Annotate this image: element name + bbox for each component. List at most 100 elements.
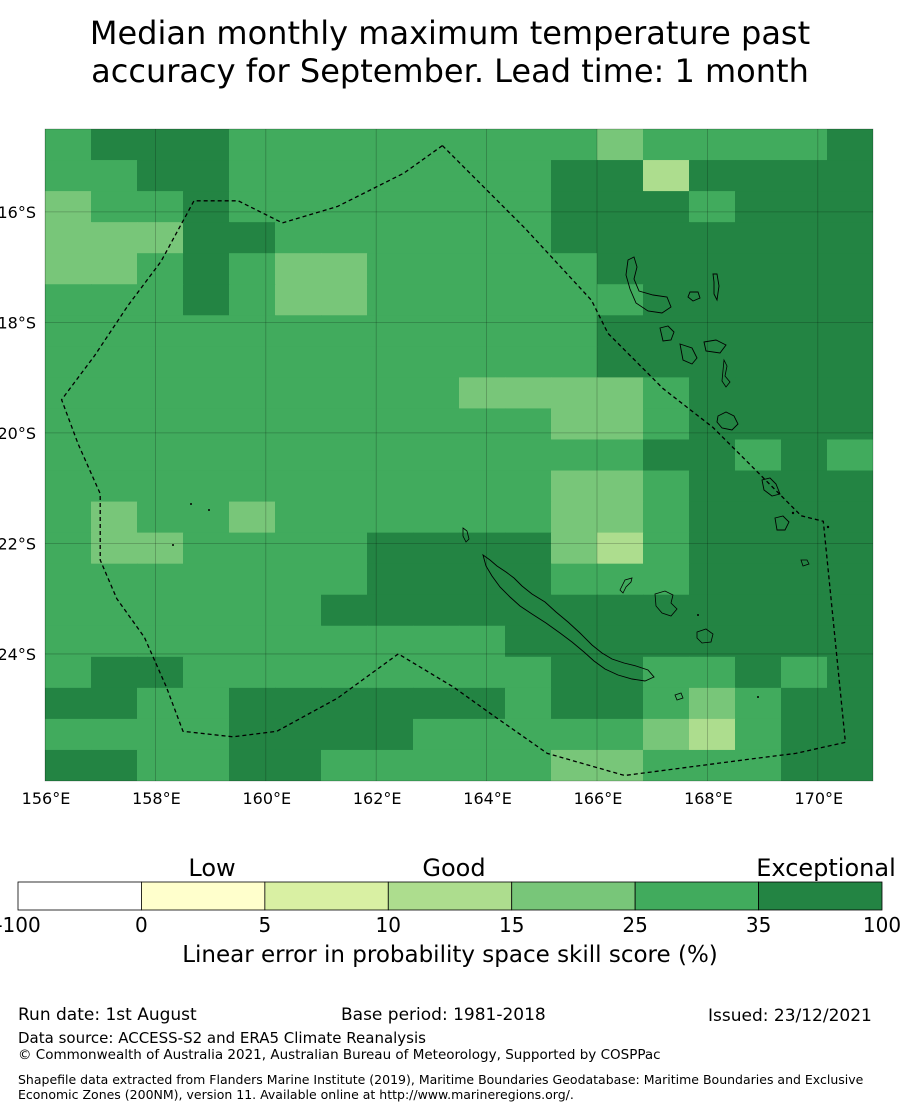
grid-cell — [413, 408, 460, 441]
grid-cell — [643, 346, 690, 378]
shapefile-credit: Shapefile data extracted from Flanders M… — [18, 1072, 864, 1102]
grid-cell — [229, 625, 276, 658]
tanna-coastline — [761, 477, 781, 497]
grid-cell — [827, 687, 873, 720]
grid-cell — [275, 222, 322, 254]
grid-cell — [367, 563, 414, 596]
grid-cell — [827, 346, 873, 378]
grid-cell — [183, 501, 230, 534]
longitude-tick-label: 166°E — [574, 789, 623, 808]
small-island-e — [208, 509, 210, 511]
small-island-h — [697, 614, 699, 616]
grid-cell — [459, 439, 506, 472]
grid-cell — [321, 253, 368, 285]
title-line-1: Median monthly maximum temperature past — [89, 14, 811, 52]
grid-cell — [551, 563, 598, 596]
grid-cell — [781, 470, 828, 503]
grid-cell — [229, 408, 276, 441]
grid-cell — [551, 253, 598, 285]
grid-cell — [367, 129, 414, 161]
grid-cell — [459, 625, 506, 658]
grid-cell — [781, 563, 828, 596]
grid-cell — [413, 439, 460, 472]
grid-cell — [413, 284, 460, 316]
grid-cell — [459, 532, 506, 565]
grid-cell — [689, 532, 736, 565]
grid-cell — [735, 749, 782, 781]
grid-cell — [183, 439, 230, 472]
grid-cell — [505, 160, 552, 192]
grid-cell — [551, 377, 598, 410]
grid-cell — [551, 346, 598, 378]
ouvea-coastline — [619, 577, 633, 594]
grid-cell — [183, 191, 230, 223]
grid-cell — [413, 656, 460, 689]
grid-cell — [45, 749, 92, 781]
grid-cell — [321, 594, 368, 627]
grid-cell — [413, 563, 460, 596]
grid-cell — [505, 501, 552, 534]
grid-cell — [229, 222, 276, 254]
grid-cell — [827, 470, 873, 503]
grid-cell — [597, 129, 644, 161]
grid-cell — [459, 594, 506, 627]
grid-cell — [551, 501, 598, 534]
grid-cell — [183, 625, 230, 658]
grid-cell — [689, 594, 736, 627]
grid-cell — [551, 656, 598, 689]
grid-cell — [781, 408, 828, 441]
grid-cell — [367, 656, 414, 689]
grid-cell — [275, 253, 322, 285]
grid-cell — [229, 129, 276, 161]
grid-cell — [137, 687, 184, 720]
colorbar-title: Linear error in probability space skill … — [182, 942, 718, 968]
grid-cell — [183, 656, 230, 689]
grid-cell — [597, 160, 644, 192]
grid-cell — [45, 129, 92, 161]
grid-cell — [781, 594, 828, 627]
grid-cell — [137, 501, 184, 534]
grid-cell — [689, 687, 736, 720]
grid-cell — [137, 532, 184, 565]
grid-cell — [735, 594, 782, 627]
grid-cell — [137, 315, 184, 347]
colorbar-tick-label: 15 — [499, 913, 524, 937]
grid-cell — [551, 718, 598, 751]
latitude-tick-label: 22°S — [0, 534, 36, 553]
grid-cell — [367, 222, 414, 254]
grid-cell — [183, 284, 230, 316]
grid-cell — [735, 284, 782, 316]
grid-cell — [505, 315, 552, 347]
grid-cell — [643, 408, 690, 441]
colorbar-bin — [387, 881, 513, 911]
map-title: Median monthly maximum temperature past … — [0, 14, 900, 90]
grid-cell — [413, 532, 460, 565]
grid-cell — [459, 718, 506, 751]
grid-cell — [505, 749, 552, 781]
grid-cell — [45, 656, 92, 689]
grid-cell — [321, 532, 368, 565]
grid-cell — [413, 470, 460, 503]
grid-cell — [321, 315, 368, 347]
grid-cell — [183, 160, 230, 192]
grid-cell — [367, 439, 414, 472]
grid-cell — [229, 594, 276, 627]
small-island-d — [190, 503, 192, 505]
grid-cell — [459, 253, 506, 285]
grid-cell — [597, 191, 644, 223]
grid-cell — [551, 439, 598, 472]
grid-cell — [229, 191, 276, 223]
colorbar-tick-label: -100 — [0, 913, 41, 937]
grid-cell — [183, 470, 230, 503]
grid-cell — [735, 439, 782, 472]
grid-cell — [137, 439, 184, 472]
grid-cell — [735, 563, 782, 596]
grid-cell — [643, 315, 690, 347]
grid-cell — [459, 191, 506, 223]
grid-cell — [735, 346, 782, 378]
grid-cell — [91, 408, 138, 441]
malakula-coastline — [659, 325, 675, 342]
data-source: Data source: ACCESS-S2 and ERA5 Climate … — [18, 1029, 426, 1047]
grid-cell — [137, 749, 184, 781]
grid-cell — [91, 625, 138, 658]
